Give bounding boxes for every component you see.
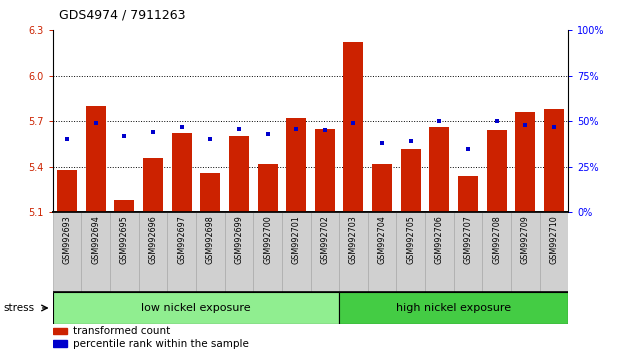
- Text: GSM992705: GSM992705: [406, 215, 415, 264]
- Bar: [544, 109, 564, 212]
- Bar: [53, 341, 66, 347]
- Text: GSM992707: GSM992707: [463, 215, 473, 264]
- Bar: [401, 149, 421, 212]
- Text: high nickel exposure: high nickel exposure: [396, 303, 511, 313]
- Bar: [57, 170, 77, 212]
- Bar: [368, 212, 396, 292]
- Text: GSM992698: GSM992698: [206, 215, 215, 263]
- Text: percentile rank within the sample: percentile rank within the sample: [73, 339, 249, 349]
- Bar: [167, 212, 196, 292]
- Point: [291, 126, 301, 131]
- Bar: [372, 164, 392, 212]
- Bar: [310, 212, 339, 292]
- Text: GDS4974 / 7911263: GDS4974 / 7911263: [59, 9, 186, 22]
- Bar: [200, 173, 220, 212]
- Bar: [540, 212, 568, 292]
- Text: GSM992694: GSM992694: [91, 215, 100, 263]
- Bar: [454, 212, 483, 292]
- Point: [234, 126, 244, 131]
- Point: [91, 120, 101, 126]
- Bar: [487, 130, 507, 212]
- Text: GSM992695: GSM992695: [120, 215, 129, 264]
- Text: stress: stress: [3, 303, 34, 313]
- Bar: [343, 42, 363, 212]
- Bar: [258, 164, 278, 212]
- Text: GSM992704: GSM992704: [378, 215, 387, 263]
- Bar: [53, 212, 81, 292]
- Bar: [143, 158, 163, 212]
- Bar: [483, 212, 511, 292]
- Point: [549, 124, 559, 130]
- Text: GSM992710: GSM992710: [550, 215, 558, 263]
- Point: [263, 131, 273, 137]
- Bar: [86, 106, 106, 212]
- Point: [348, 120, 358, 126]
- Bar: [225, 212, 253, 292]
- Text: GSM992709: GSM992709: [521, 215, 530, 264]
- Bar: [315, 129, 335, 212]
- Point: [119, 133, 129, 139]
- Bar: [110, 212, 138, 292]
- FancyBboxPatch shape: [339, 292, 568, 324]
- Bar: [282, 212, 310, 292]
- Point: [206, 137, 215, 142]
- Point: [320, 127, 330, 133]
- Bar: [429, 127, 450, 212]
- Text: GSM992701: GSM992701: [292, 215, 301, 263]
- Bar: [515, 112, 535, 212]
- Bar: [229, 136, 249, 212]
- Point: [177, 124, 187, 130]
- Text: GSM992706: GSM992706: [435, 215, 444, 263]
- Text: GSM992693: GSM992693: [63, 215, 71, 263]
- Bar: [171, 133, 192, 212]
- Bar: [196, 212, 225, 292]
- Bar: [138, 212, 167, 292]
- Bar: [425, 212, 454, 292]
- Bar: [286, 118, 306, 212]
- Text: GSM992703: GSM992703: [349, 215, 358, 263]
- Text: low nickel exposure: low nickel exposure: [141, 303, 251, 313]
- Point: [406, 138, 415, 144]
- Bar: [396, 212, 425, 292]
- FancyBboxPatch shape: [53, 292, 339, 324]
- Point: [148, 129, 158, 135]
- Bar: [53, 328, 66, 335]
- Point: [62, 137, 72, 142]
- Bar: [511, 212, 540, 292]
- Text: GSM992699: GSM992699: [234, 215, 243, 264]
- Bar: [114, 200, 134, 212]
- Bar: [339, 212, 368, 292]
- Text: GSM992700: GSM992700: [263, 215, 272, 263]
- Point: [492, 118, 502, 124]
- Point: [435, 118, 445, 124]
- Point: [377, 140, 387, 146]
- Text: transformed count: transformed count: [73, 326, 170, 336]
- Bar: [458, 176, 478, 212]
- Text: GSM992708: GSM992708: [492, 215, 501, 263]
- Bar: [253, 212, 282, 292]
- Text: GSM992702: GSM992702: [320, 215, 329, 264]
- Point: [463, 146, 473, 152]
- Text: GSM992696: GSM992696: [148, 215, 158, 263]
- Point: [520, 122, 530, 128]
- Bar: [81, 212, 110, 292]
- Text: GSM992697: GSM992697: [177, 215, 186, 264]
